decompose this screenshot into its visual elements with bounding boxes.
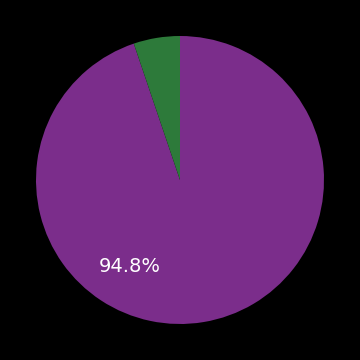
Wedge shape	[134, 36, 180, 180]
Text: 94.8%: 94.8%	[99, 257, 161, 276]
Wedge shape	[36, 36, 324, 324]
